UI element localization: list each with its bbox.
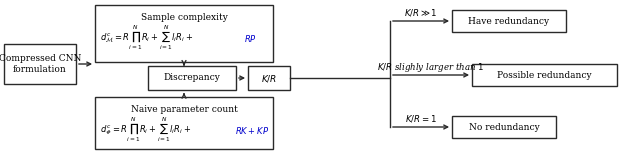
- Bar: [452, 10, 566, 32]
- Text: Possible redundancy: Possible redundancy: [497, 71, 592, 80]
- Text: $RK + KP$: $RK + KP$: [235, 124, 269, 136]
- Text: $K/R$ slighly larger than $1$: $K/R$ slighly larger than $1$: [378, 61, 484, 73]
- Bar: [452, 116, 556, 138]
- Text: $RP$: $RP$: [244, 32, 257, 44]
- Text: Discrepancy: Discrepancy: [164, 73, 220, 83]
- Bar: [4, 44, 76, 84]
- Text: $d^c_{\#} = R\prod_{i=1}^N R_i + \sum_{i=1}^N l_i R_i +$: $d^c_{\#} = R\prod_{i=1}^N R_i + \sum_{i…: [100, 116, 191, 144]
- Text: $K/R \gg 1$: $K/R \gg 1$: [404, 7, 438, 19]
- Text: Have redundancy: Have redundancy: [468, 17, 550, 25]
- Text: Sample complexity: Sample complexity: [141, 12, 227, 22]
- Bar: [95, 97, 273, 149]
- Bar: [472, 64, 617, 86]
- Text: Compressed CNN
formulation: Compressed CNN formulation: [0, 54, 81, 74]
- Bar: [95, 5, 273, 62]
- Text: $d^c_{\mathcal{M}} = R\prod_{i=1}^N R_i + \sum_{i=1}^N l_i R_i +$: $d^c_{\mathcal{M}} = R\prod_{i=1}^N R_i …: [100, 24, 193, 52]
- Bar: [148, 66, 236, 90]
- Text: $K/R$: $K/R$: [261, 73, 277, 83]
- Text: $K/R = 1$: $K/R = 1$: [405, 114, 437, 124]
- Text: Naive parameter count: Naive parameter count: [131, 105, 237, 114]
- Bar: [248, 66, 290, 90]
- Text: No redundancy: No redundancy: [468, 122, 540, 132]
